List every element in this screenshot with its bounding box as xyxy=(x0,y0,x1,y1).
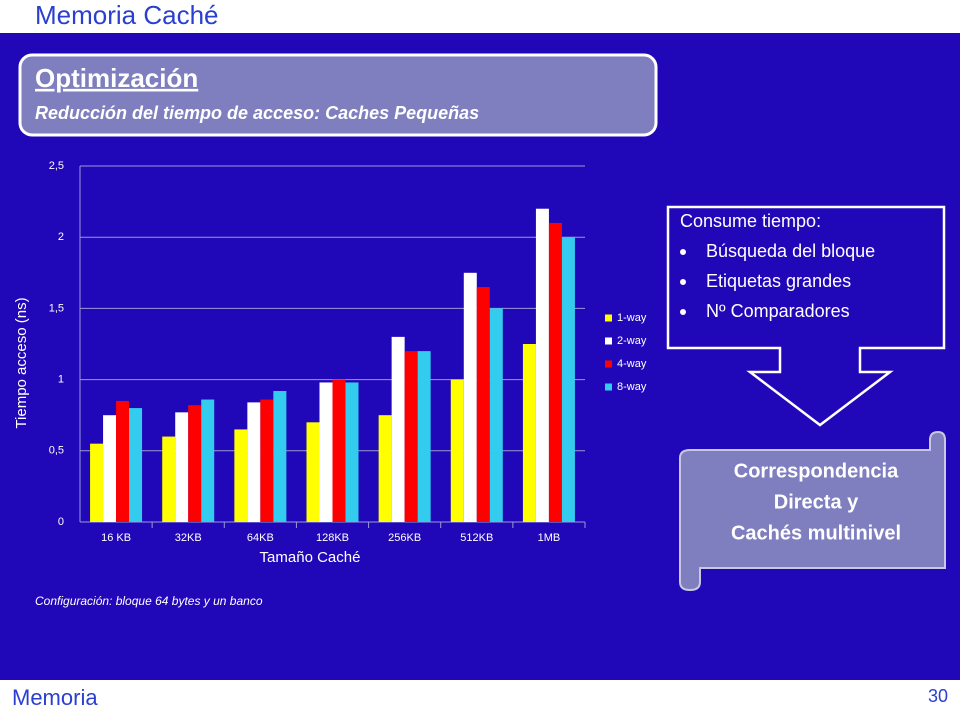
bar xyxy=(332,379,346,522)
bar xyxy=(247,402,261,522)
callout-item: Etiquetas grandes xyxy=(706,271,851,291)
scroll-text: Correspondencia Directa y Cachés multinive… xyxy=(731,460,901,544)
legend-swatch xyxy=(605,383,612,391)
legend-label: 8-way xyxy=(617,381,647,393)
bar xyxy=(90,443,104,522)
bar xyxy=(273,390,287,522)
bar xyxy=(319,382,333,522)
bar xyxy=(175,412,189,522)
bar xyxy=(463,272,477,522)
scroll-line: Cachés multinivel xyxy=(731,522,901,544)
x-tick-label: 32KB xyxy=(175,532,202,544)
x-tick-label: 1MB xyxy=(538,532,561,544)
bar xyxy=(548,222,562,522)
y-tick-label: 0,5 xyxy=(49,445,64,457)
bar xyxy=(450,379,464,522)
bar xyxy=(476,287,490,522)
header-title: Memoria Caché xyxy=(35,0,219,30)
bar xyxy=(188,405,202,522)
callout-list: Búsqueda del bloque Etiquetas grandes Nº C… xyxy=(680,241,875,321)
banner-title: Optimización xyxy=(35,63,198,93)
x-tick-label: 256KB xyxy=(388,532,421,544)
bar xyxy=(116,400,130,522)
y-tick-label: 1 xyxy=(58,374,64,386)
bar xyxy=(129,408,143,522)
y-tick-label: 2,5 xyxy=(49,160,64,172)
page-number: 30 xyxy=(928,686,948,706)
bar xyxy=(522,344,536,522)
y-axis-label: Tiempo acceso (ns) xyxy=(13,297,30,428)
bar xyxy=(201,399,215,522)
bar xyxy=(535,208,549,522)
legend-label: 4-way xyxy=(617,358,647,370)
bullet xyxy=(680,279,686,285)
scroll-line: Directa y xyxy=(774,491,859,513)
x-tick-label: 128KB xyxy=(316,532,349,544)
y-tick-label: 0 xyxy=(58,516,64,528)
bar xyxy=(417,351,431,522)
banner-subtitle: Reducción del tiempo de acceso: Caches P… xyxy=(35,103,479,123)
y-tick-label: 2 xyxy=(58,231,64,243)
legend-label: 2-way xyxy=(617,335,647,347)
bar xyxy=(345,382,359,522)
legend-swatch xyxy=(605,360,612,368)
bar xyxy=(103,415,117,522)
bar xyxy=(391,336,405,522)
chart: 0 0,5 1 1,5 2 2,5 16 KB 32KB 64KB 128KB 256KB 512KB… xyxy=(49,160,647,544)
callout-item: Búsqueda del bloque xyxy=(706,241,875,261)
legend-swatch xyxy=(605,337,612,345)
x-tick-label: 16 KB xyxy=(101,532,131,544)
bar xyxy=(306,422,320,522)
header-band xyxy=(0,0,960,33)
banner-box xyxy=(18,53,658,137)
x-tick-label: 512KB xyxy=(460,532,493,544)
bar xyxy=(260,399,274,522)
x-axis-label: Tamaño Caché xyxy=(260,549,361,566)
footer-section: Memoria xyxy=(12,685,98,710)
footer-band xyxy=(0,680,960,720)
legend-swatch xyxy=(605,314,612,322)
scroll-shape xyxy=(679,430,946,592)
bar xyxy=(234,429,248,522)
bullet xyxy=(680,249,686,255)
bar xyxy=(561,237,575,522)
callout-item: Nº Comparadores xyxy=(706,301,850,321)
x-tick-label: 64KB xyxy=(247,532,274,544)
bar xyxy=(378,415,392,522)
callout-arrow xyxy=(666,205,946,427)
scroll-line: Correspondencia xyxy=(734,460,899,482)
callout-title: Consume tiempo: xyxy=(680,211,821,231)
y-tick-label: 1,5 xyxy=(49,302,64,314)
bar xyxy=(404,351,418,522)
bar xyxy=(162,436,176,522)
bar xyxy=(489,308,503,522)
legend-label: 1-way xyxy=(617,312,647,324)
chart-note: Configuración: bloque 64 bytes y un banc… xyxy=(35,594,263,608)
bullet xyxy=(680,309,686,315)
